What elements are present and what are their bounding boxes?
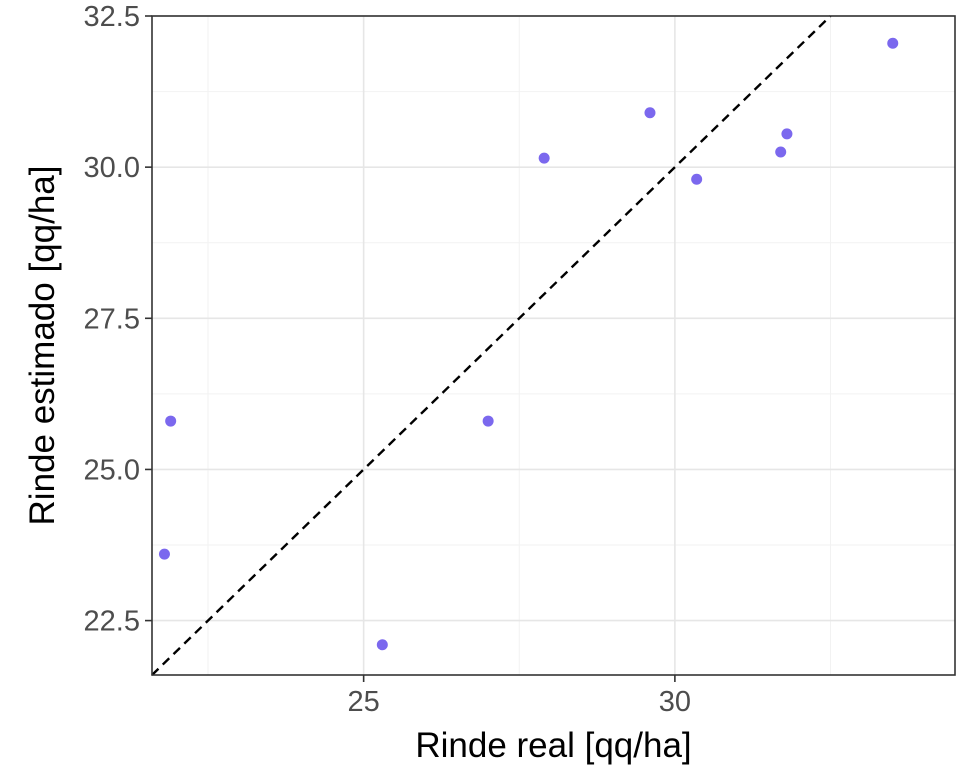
data-point <box>482 415 494 427</box>
grid-lines <box>152 15 955 675</box>
y-tick-label: 30.0 <box>84 152 140 184</box>
data-point <box>644 107 656 119</box>
y-tick-label: 25.0 <box>84 454 140 486</box>
x-axis-ticks: 25 30 <box>348 675 691 718</box>
plot-panel-border <box>151 15 956 676</box>
y-axis-title: Rinde estimado [qq/ha] <box>23 166 62 526</box>
data-point <box>538 152 550 164</box>
data-point <box>158 548 170 560</box>
x-axis-title: Rinde real [qq/ha] <box>415 726 691 765</box>
data-point <box>691 173 703 185</box>
x-tick-label: 25 <box>348 686 380 718</box>
x-tick-label: 30 <box>659 686 691 718</box>
data-point <box>376 639 388 651</box>
data-point <box>165 415 177 427</box>
y-tick-label: 27.5 <box>84 303 140 335</box>
y-tick-label: 32.5 <box>84 1 140 33</box>
data-points <box>158 37 899 651</box>
y-axis-ticks: 22.5 25.0 27.5 30.0 32.5 <box>84 1 152 638</box>
identity-reference-line <box>151 15 832 676</box>
data-point <box>775 146 787 158</box>
data-point <box>781 128 793 140</box>
data-point <box>887 37 899 49</box>
y-tick-label: 22.5 <box>84 606 140 638</box>
identity-line-layer <box>151 15 832 676</box>
